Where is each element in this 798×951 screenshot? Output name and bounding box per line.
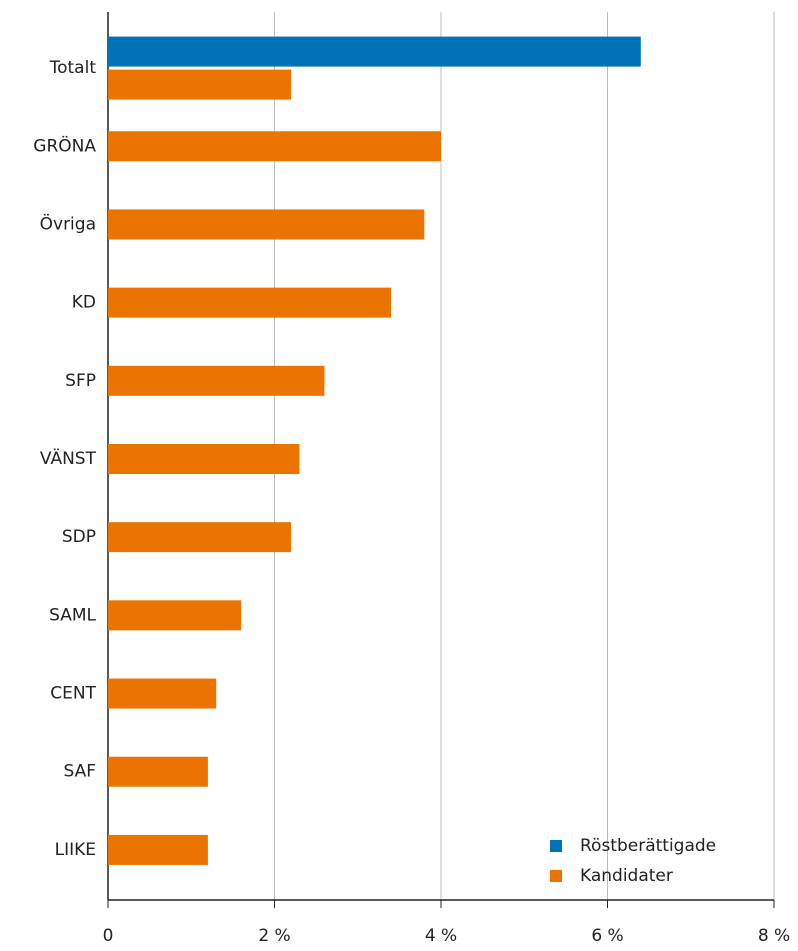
bar bbox=[108, 69, 292, 100]
bar bbox=[108, 36, 641, 67]
y-tick-label: SFP bbox=[65, 371, 96, 391]
bar bbox=[108, 600, 242, 631]
bar bbox=[108, 131, 441, 162]
y-tick-label: GRÖNA bbox=[33, 134, 96, 156]
legend-swatch bbox=[550, 870, 562, 882]
y-tick-label: CENT bbox=[50, 684, 96, 704]
y-tick-label: KD bbox=[72, 293, 96, 313]
y-tick-label: SAF bbox=[63, 762, 96, 782]
x-tick-label: 4 % bbox=[425, 926, 457, 946]
x-tick-label: 6 % bbox=[591, 926, 623, 946]
y-tick-label: VÄNST bbox=[40, 448, 97, 469]
legend-label: Röstberättigade bbox=[580, 836, 716, 856]
bar bbox=[108, 444, 300, 474]
x-tick-label: 0 bbox=[103, 926, 114, 946]
y-tick-label: SAML bbox=[49, 605, 96, 625]
bar bbox=[108, 834, 208, 865]
bar bbox=[108, 678, 217, 709]
bar bbox=[108, 756, 208, 787]
bar bbox=[108, 209, 425, 240]
legend-swatch bbox=[550, 840, 562, 852]
bar bbox=[108, 287, 392, 318]
y-tick-label: Totalt bbox=[49, 58, 97, 78]
legend-label: Kandidater bbox=[580, 866, 673, 886]
bar bbox=[108, 522, 292, 553]
x-tick-label: 2 % bbox=[258, 926, 290, 946]
y-tick-label: Övriga bbox=[40, 212, 96, 234]
y-tick-label: SDP bbox=[62, 527, 96, 547]
y-tick-label: LIIKE bbox=[55, 840, 96, 860]
x-tick-label: 8 % bbox=[758, 926, 790, 946]
bar bbox=[108, 365, 325, 396]
